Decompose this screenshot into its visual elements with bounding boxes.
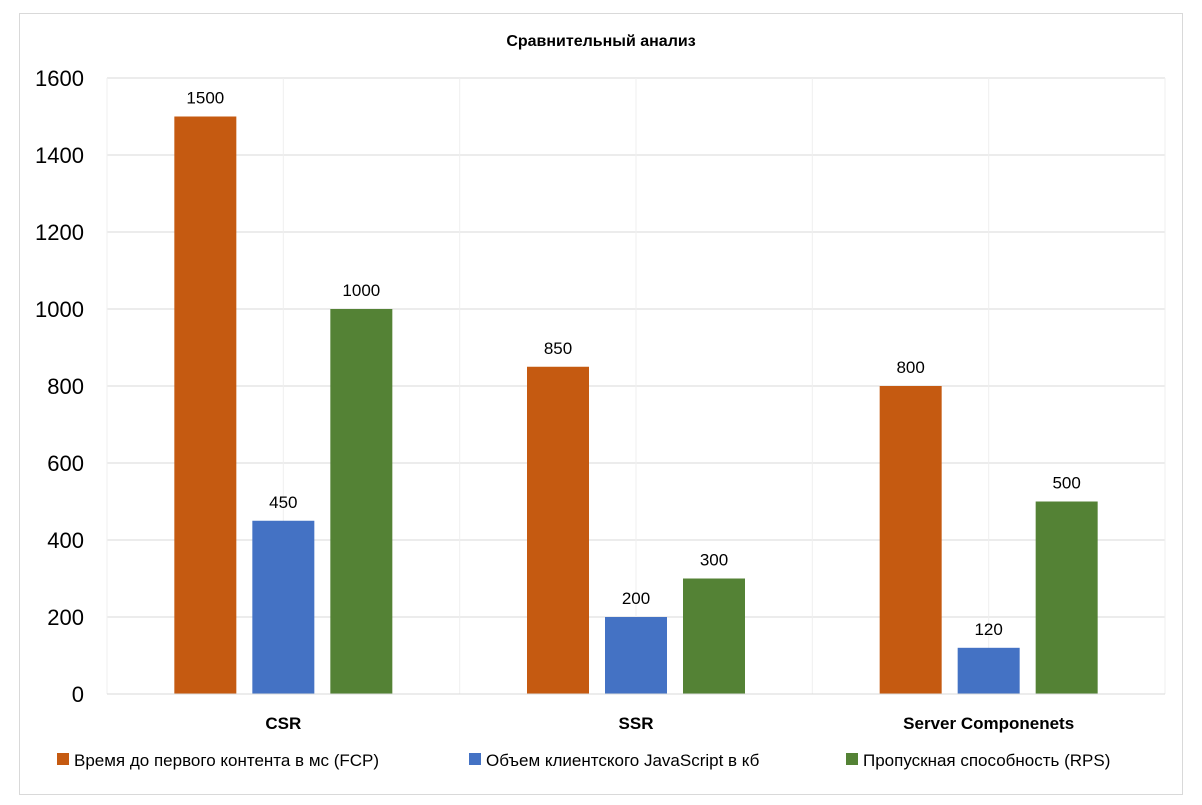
y-tick-label: 0 bbox=[72, 682, 84, 707]
y-tick-label: 800 bbox=[47, 374, 84, 399]
y-axis: 0 200 400 600 800 1000 1200 1400 1600 bbox=[35, 66, 84, 707]
bar bbox=[252, 520, 315, 694]
legend-label: Пропускная способность (RPS) bbox=[863, 751, 1110, 770]
data-label: 1500 bbox=[186, 89, 224, 108]
legend-swatch bbox=[57, 753, 69, 765]
bars: 1500 450 1000 850 200 300 800 120 500 bbox=[174, 89, 1098, 694]
bar bbox=[1035, 501, 1098, 694]
legend-label: Объем клиентского JavaScript в кб bbox=[486, 751, 760, 770]
bar bbox=[957, 647, 1020, 694]
y-tick-label: 1000 bbox=[35, 297, 84, 322]
legend-label: Время до первого контента в мс (FCP) bbox=[74, 751, 379, 770]
bar bbox=[879, 386, 942, 694]
data-label: 200 bbox=[622, 589, 650, 608]
legend-swatch bbox=[469, 753, 481, 765]
y-tick-label: 200 bbox=[47, 605, 84, 630]
data-label: 500 bbox=[1052, 474, 1080, 493]
bar bbox=[330, 309, 393, 694]
data-label: 850 bbox=[544, 339, 572, 358]
data-label: 120 bbox=[974, 620, 1002, 639]
legend: Время до первого контента в мс (FCP) Объе… bbox=[57, 751, 1110, 770]
data-label: 800 bbox=[896, 358, 924, 377]
y-tick-label: 1200 bbox=[35, 220, 84, 245]
x-tick-label: SSR bbox=[619, 714, 654, 733]
data-label: 300 bbox=[700, 551, 728, 570]
x-axis: CSR SSR Server Componenets bbox=[107, 693, 1165, 733]
chart-frame bbox=[19, 13, 1183, 795]
legend-swatch bbox=[846, 753, 858, 765]
bar bbox=[605, 617, 667, 694]
data-label: 1000 bbox=[342, 281, 380, 300]
bar bbox=[683, 578, 745, 694]
x-tick-label: Server Componenets bbox=[903, 714, 1074, 733]
bar bbox=[174, 116, 237, 694]
x-tick-label: CSR bbox=[265, 714, 301, 733]
y-tick-label: 600 bbox=[47, 451, 84, 476]
y-tick-label: 1600 bbox=[35, 66, 84, 91]
data-label: 450 bbox=[269, 493, 297, 512]
bar bbox=[527, 366, 589, 694]
chart-title: Сравнительный анализ bbox=[506, 33, 695, 50]
y-tick-label: 400 bbox=[47, 528, 84, 553]
y-tick-label: 1400 bbox=[35, 143, 84, 168]
gridlines bbox=[106, 77, 1166, 695]
